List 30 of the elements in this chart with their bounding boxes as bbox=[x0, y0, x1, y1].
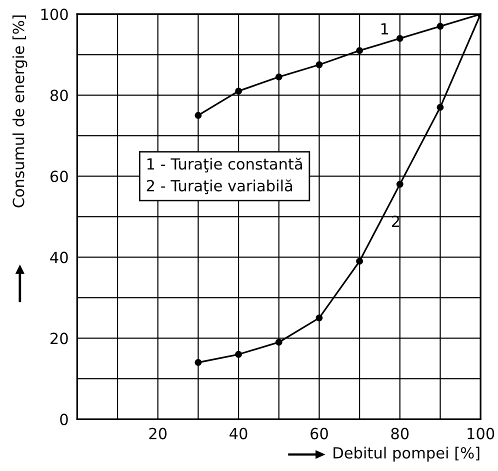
point bbox=[436, 104, 444, 111]
y-tick-label: 20 bbox=[50, 332, 68, 344]
y-tick-label: 0 bbox=[60, 414, 68, 426]
x-axis-title: Debitul pompei [%] bbox=[334, 446, 480, 462]
y-tick-label: 40 bbox=[50, 252, 68, 264]
point bbox=[275, 338, 282, 346]
x-tick-label: 20 bbox=[149, 428, 167, 440]
x-tick-label: 100 bbox=[468, 428, 494, 440]
point bbox=[194, 112, 202, 119]
point bbox=[235, 350, 242, 358]
x-tick-label: 40 bbox=[230, 428, 248, 440]
annotation: 1 - Turaţie constantă bbox=[147, 158, 302, 172]
x-tick-label: 60 bbox=[310, 428, 328, 440]
point bbox=[436, 22, 444, 30]
point bbox=[194, 359, 202, 366]
series-label: 1 bbox=[381, 23, 388, 34]
y-axis-title: Consumul de energie [%] bbox=[12, 15, 28, 208]
annotation: 2 - Turaţie variabilă bbox=[146, 180, 292, 194]
point bbox=[316, 61, 323, 68]
y-tick-label: 80 bbox=[50, 90, 68, 102]
y-tick-label: 100 bbox=[41, 8, 68, 20]
point bbox=[356, 47, 364, 54]
point bbox=[396, 180, 404, 188]
point bbox=[235, 88, 242, 95]
point bbox=[275, 73, 282, 80]
point bbox=[316, 314, 323, 322]
y-tick-label: 60 bbox=[50, 170, 68, 182]
point bbox=[396, 34, 404, 42]
x-tick-label: 80 bbox=[391, 428, 409, 440]
point bbox=[356, 258, 364, 265]
